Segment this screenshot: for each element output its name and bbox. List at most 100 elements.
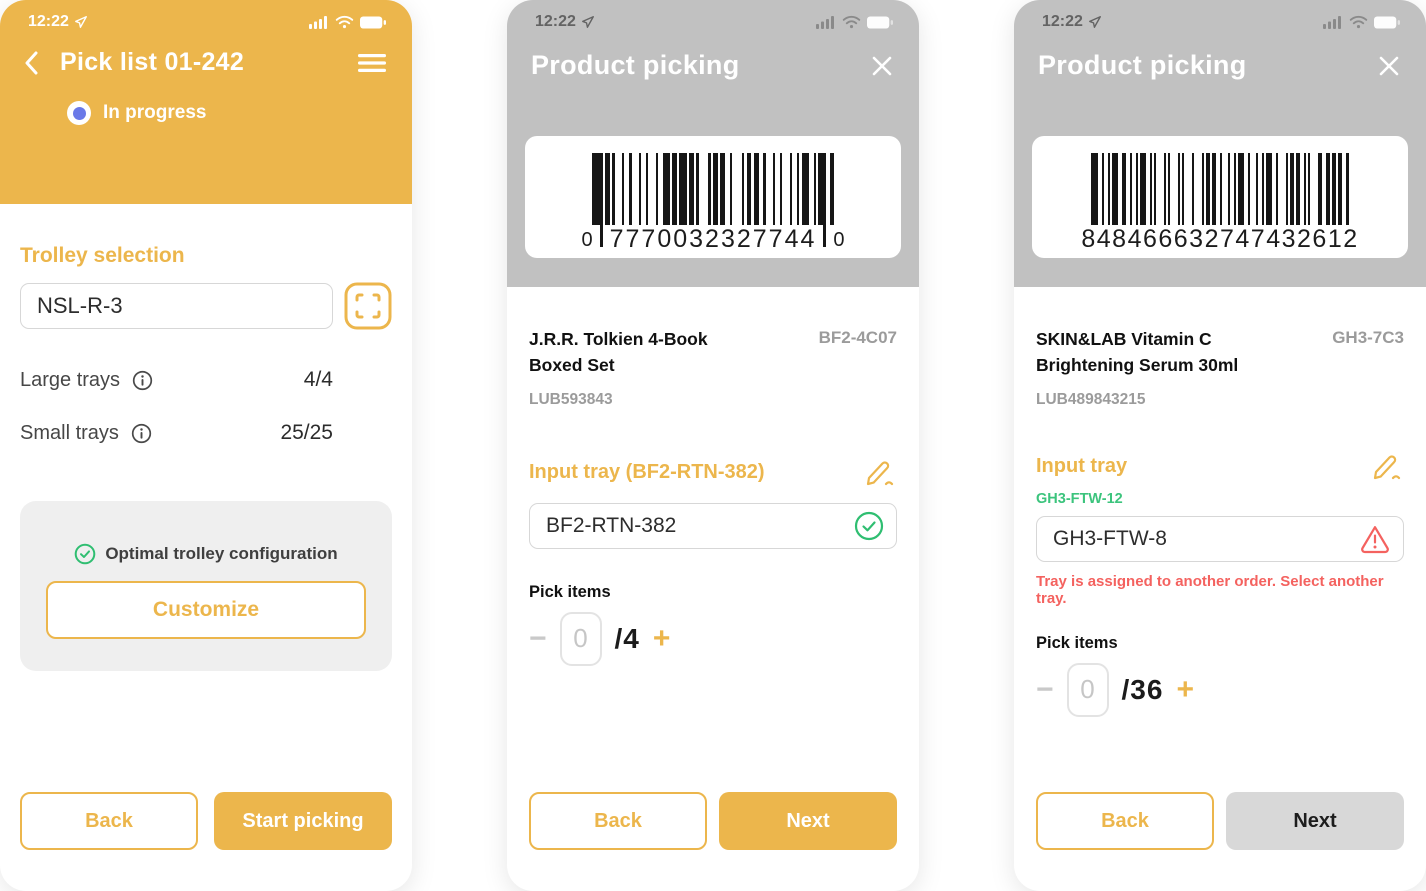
status-bar: 12:22 [1014,0,1426,32]
product-picking-actions: Back Next [1036,792,1404,850]
tray-row-large: Large trays 4/4 [20,368,333,392]
radio-icon [67,101,91,125]
back-chevron-icon[interactable] [24,51,38,75]
product-picking-nav: Product picking [507,32,919,81]
check-circle-icon [75,543,96,565]
close-icon [1379,56,1399,75]
location-arrow-icon [1088,16,1101,28]
pick-count[interactable]: 0 [1066,662,1109,717]
product-name: J.R.R. Tolkien 4-Book Boxed Set [529,329,708,376]
signal-icon [309,16,327,29]
back-button[interactable]: Back [20,792,198,850]
status-bar: 12:22 [507,0,919,32]
pick-items-label: Pick items [1036,633,1118,652]
product-picking-content: J.R.R. Tolkien 4-Book Boxed Set BF2-4C07… [507,287,919,666]
barcode-guard [823,221,827,247]
barcode-bars [1032,153,1408,225]
tray-row-label: Small trays [20,421,119,444]
tray-id-input[interactable] [1036,515,1404,562]
product-sku: LUB489843215 [1036,390,1146,408]
page-title: Product picking [1038,50,1247,80]
wifi-icon [842,15,861,29]
status-radio-row[interactable]: In progress [67,101,412,125]
tray-id-input[interactable] [529,502,897,549]
barcode-digit-mid: 7770032327744 [609,225,817,253]
back-button[interactable]: Back [1036,792,1214,850]
next-button-disabled[interactable]: Next [1226,792,1404,850]
tray-capacity-list: Large trays 4/4 Small trays 25/25 [20,368,333,445]
valid-check-icon [854,511,884,541]
pick-list-header: 12:22 Pick list 01-242 In progress [0,0,412,204]
product-name: SKIN&LAB Vitamin C Brightening Serum 30m… [1036,329,1239,376]
close-icon [872,56,892,75]
location-arrow-icon [74,16,87,28]
product-picking-header: 12:22 Product picking 848466632747432612 [1014,0,1426,287]
tray-error-message: Tray is assigned to another order. Selec… [1036,572,1384,607]
start-picking-button[interactable]: Start picking [214,792,392,850]
trolley-config-card: Optimal trolley configuration Customize [20,501,392,671]
page-title: Product picking [531,50,740,80]
info-icon[interactable] [131,423,152,444]
phone-product-picking-error: 12:22 Product picking 848466632747432612 [1014,0,1426,891]
pick-list-actions: Back Start picking [20,792,392,850]
assigned-tray-id: GH3-FTW-12 [1036,490,1123,507]
product-picking-nav: Product picking [1014,32,1426,81]
edit-pencil-icon [1373,454,1401,479]
edit-tray-button[interactable] [865,459,897,487]
pick-total: /4 [614,622,640,654]
edit-pencil-icon [866,460,894,485]
barcode-digit-right: 0 [833,229,845,251]
battery-icon [867,15,893,29]
wifi-icon [335,15,354,29]
barcode-card: 0 7770032327744 0 [525,136,901,258]
input-tray-label: Input tray (BF2-RTN-382) [529,461,765,483]
product-location-code: GH3-7C3 [1332,328,1404,347]
config-note-text: Optimal trolley configuration [105,544,338,563]
increment-button[interactable]: + [1176,672,1194,706]
trolley-section-title: Trolley selection [20,244,185,267]
edit-tray-button[interactable] [1372,453,1404,481]
barcode-card: 848466632747432612 [1032,136,1408,258]
input-tray-label: Input tray [1036,455,1128,477]
scan-icon [344,282,392,330]
signal-icon [816,16,834,29]
pick-items-stepper: − 0 /4 + [529,611,897,666]
pick-count[interactable]: 0 [559,611,602,666]
close-button[interactable] [1378,55,1400,77]
barcode-digits: 848466632747432612 [1081,225,1359,253]
signal-icon [1323,16,1341,29]
decrement-button[interactable]: − [1036,672,1054,706]
pick-items-stepper: − 0 /36 + [1036,662,1404,717]
back-button[interactable]: Back [529,792,707,850]
tray-row-value: 4/4 [303,368,333,391]
info-icon[interactable] [132,370,153,391]
pick-items-label: Pick items [529,582,611,601]
scan-button[interactable] [344,282,392,330]
barcode-guard [599,221,603,247]
page-title: Pick list 01-242 [60,48,245,76]
status-time: 12:22 [535,13,576,30]
tray-row-label: Large trays [20,368,121,391]
barcode-digits: 0 7770032327744 0 [525,221,901,254]
product-sku: LUB593843 [529,390,613,408]
close-button[interactable] [871,55,893,77]
next-button[interactable]: Next [719,792,897,850]
status-label: In progress [103,102,207,123]
phone-pick-list: 12:22 Pick list 01-242 In progress [0,0,412,891]
phone-product-picking-valid: 12:22 Product picking 0 [507,0,919,891]
status-time: 12:22 [28,13,69,30]
decrement-button[interactable]: − [529,621,547,655]
product-picking-actions: Back Next [529,792,897,850]
customize-button[interactable]: Customize [46,581,366,639]
wifi-icon [1349,15,1368,29]
menu-icon[interactable] [358,53,386,73]
trolley-id-input[interactable] [20,283,333,329]
product-location-code: BF2-4C07 [818,328,897,347]
battery-icon [1374,15,1400,29]
increment-button[interactable]: + [652,621,671,655]
barcode-bars [525,153,901,225]
battery-icon [360,15,386,29]
tray-row-value: 25/25 [280,421,333,444]
error-warning-icon [1359,524,1391,554]
